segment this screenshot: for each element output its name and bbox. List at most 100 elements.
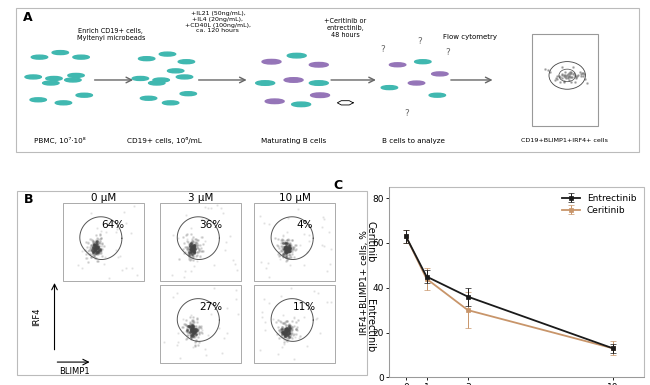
Point (187, 242, 198, 248)
Point (187, 245, 197, 251)
Point (279, 250, 289, 256)
Point (92, 245, 103, 251)
Point (279, 336, 289, 342)
Point (183, 246, 194, 252)
Point (281, 330, 291, 336)
Point (95, 238, 105, 244)
Point (283, 329, 293, 335)
Point (186, 244, 196, 251)
Point (279, 253, 289, 259)
Point (564, 72, 575, 79)
Point (229, 261, 240, 267)
Point (281, 330, 291, 336)
Point (284, 330, 294, 336)
Point (280, 320, 290, 326)
Point (182, 236, 192, 242)
Point (283, 326, 294, 332)
Point (92, 239, 102, 245)
Point (93, 244, 103, 250)
Point (185, 243, 195, 249)
Point (281, 251, 291, 258)
Circle shape (138, 57, 155, 61)
Point (190, 331, 201, 337)
Point (190, 242, 200, 248)
Point (191, 253, 202, 259)
Point (90, 244, 101, 250)
Point (280, 245, 290, 251)
Point (281, 318, 292, 325)
Point (72, 262, 83, 268)
Point (191, 325, 202, 331)
Point (281, 326, 292, 333)
Text: 3 μM: 3 μM (188, 192, 213, 203)
Point (181, 246, 192, 252)
Text: 27%: 27% (199, 302, 222, 312)
Point (132, 272, 142, 278)
Point (281, 326, 292, 332)
Point (187, 324, 197, 330)
Point (99, 243, 109, 249)
Point (231, 287, 242, 293)
Bar (532, 34, 598, 126)
Point (277, 334, 287, 340)
Point (293, 316, 304, 323)
Point (281, 246, 292, 253)
Circle shape (73, 55, 89, 59)
Point (283, 243, 293, 249)
Point (185, 231, 196, 237)
Point (280, 244, 291, 251)
Point (280, 246, 291, 252)
Point (185, 331, 196, 337)
Circle shape (265, 99, 284, 104)
Point (188, 328, 199, 335)
Point (183, 325, 193, 331)
Point (91, 248, 101, 254)
Point (281, 246, 292, 252)
Point (94, 248, 105, 254)
Point (190, 328, 200, 335)
Circle shape (149, 81, 165, 85)
Point (564, 77, 574, 83)
Point (80, 247, 90, 253)
Point (279, 325, 289, 331)
Point (255, 259, 266, 265)
Point (185, 239, 196, 246)
Circle shape (255, 81, 275, 85)
Point (192, 316, 202, 323)
Point (188, 334, 199, 340)
Circle shape (168, 69, 184, 73)
Point (188, 326, 198, 333)
Point (185, 248, 196, 254)
Point (89, 248, 99, 254)
Point (192, 249, 203, 255)
Point (540, 66, 551, 72)
Point (87, 237, 98, 243)
Point (554, 73, 564, 79)
Point (285, 243, 295, 249)
Point (188, 327, 198, 333)
Point (291, 326, 301, 332)
Point (196, 248, 206, 254)
Point (185, 320, 196, 326)
Point (282, 326, 293, 332)
Point (187, 252, 197, 258)
Point (180, 249, 190, 256)
Point (280, 248, 290, 254)
Point (188, 325, 199, 331)
Point (202, 205, 213, 211)
Point (186, 245, 196, 251)
Point (282, 248, 293, 254)
Point (95, 232, 105, 238)
Point (282, 246, 293, 252)
Point (191, 236, 202, 242)
Point (178, 273, 188, 280)
Point (186, 331, 196, 338)
Point (285, 247, 296, 253)
Point (187, 246, 197, 252)
Point (571, 74, 581, 80)
Point (192, 328, 202, 335)
Point (94, 239, 104, 245)
Point (190, 241, 200, 247)
Point (278, 330, 289, 336)
Point (564, 70, 575, 76)
